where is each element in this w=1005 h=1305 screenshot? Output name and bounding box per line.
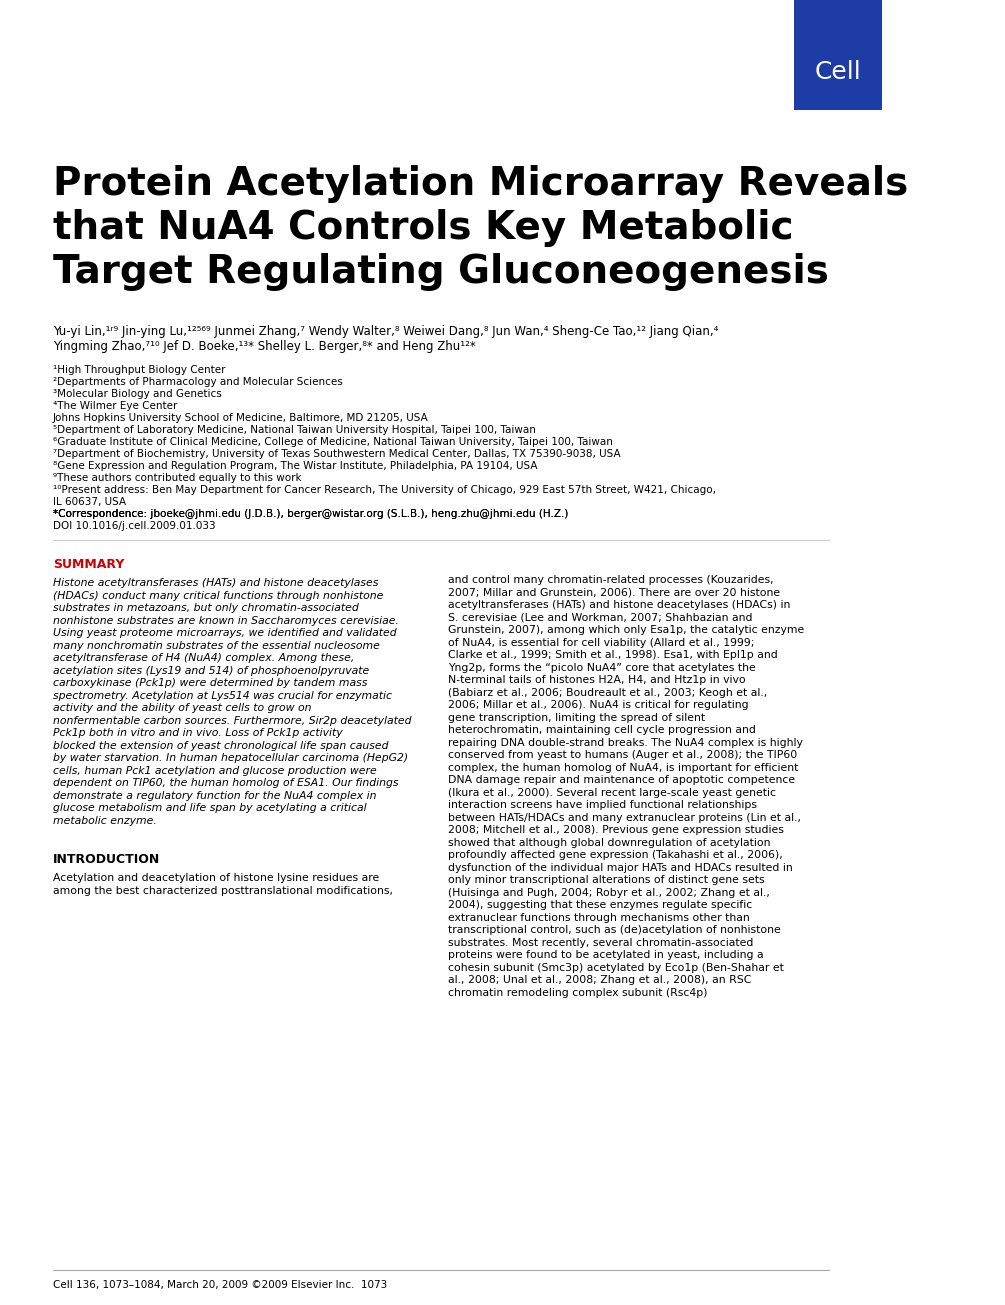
Text: INTRODUCTION: INTRODUCTION [52, 853, 160, 867]
Text: DOI 10.1016/j.cell.2009.01.033: DOI 10.1016/j.cell.2009.01.033 [52, 521, 215, 531]
Text: 2004), suggesting that these enzymes regulate specific: 2004), suggesting that these enzymes reg… [447, 900, 752, 910]
Text: ⁴The Wilmer Eye Center: ⁴The Wilmer Eye Center [52, 401, 177, 411]
Text: acetyltransferase of H4 (NuA4) complex. Among these,: acetyltransferase of H4 (NuA4) complex. … [52, 652, 354, 663]
Text: among the best characterized posttranslational modifications,: among the best characterized posttransla… [52, 886, 393, 895]
Text: chromatin remodeling complex subunit (Rsc4p): chromatin remodeling complex subunit (Rs… [447, 988, 708, 997]
Text: *Correspondence:: *Correspondence: [52, 509, 150, 519]
Text: substrates. Most recently, several chromatin-associated: substrates. Most recently, several chrom… [447, 937, 753, 947]
Text: by water starvation. In human hepatocellular carcinoma (HepG2): by water starvation. In human hepatocell… [52, 753, 408, 763]
Text: repairing DNA double-strand breaks. The NuA4 complex is highly: repairing DNA double-strand breaks. The … [447, 737, 803, 748]
Text: ⁸Gene Expression and Regulation Program, The Wistar Institute, Philadelphia, PA : ⁸Gene Expression and Regulation Program,… [52, 461, 537, 471]
Text: ¹High Throughput Biology Center: ¹High Throughput Biology Center [52, 365, 225, 375]
Text: dependent on TIP60, the human homolog of ESA1. Our findings: dependent on TIP60, the human homolog of… [52, 778, 398, 788]
Text: and control many chromatin-related processes (Kouzarides,: and control many chromatin-related proce… [447, 576, 773, 585]
Text: Cell 136, 1073–1084, March 20, 2009 ©2009 Elsevier Inc.  1073: Cell 136, 1073–1084, March 20, 2009 ©200… [52, 1280, 387, 1291]
Text: S. cerevisiae (Lee and Workman, 2007; Shahbazian and: S. cerevisiae (Lee and Workman, 2007; Sh… [447, 612, 752, 622]
Text: Grunstein, 2007), among which only Esa1p, the catalytic enzyme: Grunstein, 2007), among which only Esa1p… [447, 625, 804, 636]
Text: interaction screens have implied functional relationships: interaction screens have implied functio… [447, 800, 757, 810]
Text: nonhistone substrates are known in Saccharomyces cerevisiae.: nonhistone substrates are known in Sacch… [52, 616, 399, 625]
Text: ⁵Department of Laboratory Medicine, National Taiwan University Hospital, Taipei : ⁵Department of Laboratory Medicine, Nati… [52, 425, 536, 435]
Text: ¹⁰Present address: Ben May Department for Cancer Research, The University of Chi: ¹⁰Present address: Ben May Department fo… [52, 485, 716, 495]
Text: glucose metabolism and life span by acetylating a critical: glucose metabolism and life span by acet… [52, 803, 366, 813]
Text: demonstrate a regulatory function for the NuA4 complex in: demonstrate a regulatory function for th… [52, 791, 376, 800]
Text: proteins were found to be acetylated in yeast, including a: proteins were found to be acetylated in … [447, 950, 763, 960]
Bar [794, 0, 882, 110]
Text: Histone acetyltransferases (HATs) and histone deacetylases: Histone acetyltransferases (HATs) and hi… [52, 578, 378, 589]
Text: (Babiarz et al., 2006; Boudreault et al., 2003; Keogh et al.,: (Babiarz et al., 2006; Boudreault et al.… [447, 688, 767, 697]
Text: profoundly affected gene expression (Takahashi et al., 2006),: profoundly affected gene expression (Tak… [447, 850, 783, 860]
Text: blocked the extension of yeast chronological life span caused: blocked the extension of yeast chronolog… [52, 740, 388, 750]
Text: DNA damage repair and maintenance of apoptotic competence: DNA damage repair and maintenance of apo… [447, 775, 795, 786]
Text: Clarke et al., 1999; Smith et al., 1998). Esa1, with Epl1p and: Clarke et al., 1999; Smith et al., 1998)… [447, 650, 778, 660]
Text: only minor transcriptional alterations of distinct gene sets: only minor transcriptional alterations o… [447, 874, 764, 885]
Text: IL 60637, USA: IL 60637, USA [52, 497, 126, 508]
Text: Yng2p, forms the “picolo NuA4” core that acetylates the: Yng2p, forms the “picolo NuA4” core that… [447, 663, 756, 672]
Text: substrates in metazoans, but only chromatin-associated: substrates in metazoans, but only chroma… [52, 603, 359, 613]
Text: ⁶Graduate Institute of Clinical Medicine, College of Medicine, National Taiwan U: ⁶Graduate Institute of Clinical Medicine… [52, 437, 612, 448]
Text: (HDACs) conduct many critical functions through nonhistone: (HDACs) conduct many critical functions … [52, 590, 383, 600]
Text: heterochromatin, maintaining cell cycle progression and: heterochromatin, maintaining cell cycle … [447, 726, 756, 735]
Text: acetyltransferases (HATs) and histone deacetylases (HDACs) in: acetyltransferases (HATs) and histone de… [447, 600, 790, 609]
Text: (Ikura et al., 2000). Several recent large-scale yeast genetic: (Ikura et al., 2000). Several recent lar… [447, 787, 776, 797]
Text: metabolic enzyme.: metabolic enzyme. [52, 816, 157, 826]
Text: cohesin subunit (Smc3p) acetylated by Eco1p (Ben-Shahar et: cohesin subunit (Smc3p) acetylated by Ec… [447, 963, 784, 972]
Text: many nonchromatin substrates of the essential nucleosome: many nonchromatin substrates of the esse… [52, 641, 380, 650]
Text: spectrometry. Acetylation at Lys514 was crucial for enzymatic: spectrometry. Acetylation at Lys514 was … [52, 690, 392, 701]
Text: Using yeast proteome microarrays, we identified and validated: Using yeast proteome microarrays, we ide… [52, 628, 396, 638]
Text: extranuclear functions through mechanisms other than: extranuclear functions through mechanism… [447, 912, 750, 923]
Text: carboxykinase (Pck1p) were determined by tandem mass: carboxykinase (Pck1p) were determined by… [52, 679, 367, 688]
Text: Acetylation and deacetylation of histone lysine residues are: Acetylation and deacetylation of histone… [52, 873, 379, 883]
Text: gene transcription, limiting the spread of silent: gene transcription, limiting the spread … [447, 713, 705, 723]
Text: al., 2008; Unal et al., 2008; Zhang et al., 2008), an RSC: al., 2008; Unal et al., 2008; Zhang et a… [447, 975, 751, 985]
Text: Protein Acetylation Microarray Reveals
that NuA4 Controls Key Metabolic
Target R: Protein Acetylation Microarray Reveals t… [52, 164, 908, 291]
Text: Cell: Cell [815, 60, 861, 84]
Text: SUMMARY: SUMMARY [52, 559, 124, 572]
Text: conserved from yeast to humans (Auger et al., 2008); the TIP60: conserved from yeast to humans (Auger et… [447, 750, 797, 760]
Text: 2006; Millar et al., 2006). NuA4 is critical for regulating: 2006; Millar et al., 2006). NuA4 is crit… [447, 699, 749, 710]
Text: *Correspondence: jboeke@jhmi.edu (J.D.B.), berger@wistar.org (S.L.B.), heng.zhu@: *Correspondence: jboeke@jhmi.edu (J.D.B.… [52, 509, 568, 519]
Text: complex, the human homolog of NuA4, is important for efficient: complex, the human homolog of NuA4, is i… [447, 762, 798, 773]
Text: ⁷Department of Biochemistry, University of Texas Southwestern Medical Center, Da: ⁷Department of Biochemistry, University … [52, 449, 620, 459]
Text: ²Departments of Pharmacology and Molecular Sciences: ²Departments of Pharmacology and Molecul… [52, 377, 343, 388]
Text: 2007; Millar and Grunstein, 2006). There are over 20 histone: 2007; Millar and Grunstein, 2006). There… [447, 587, 780, 598]
Text: Yu-yi Lin,¹ʳ⁹ Jin-ying Lu,¹²⁵⁶⁹ Junmei Zhang,⁷ Wendy Walter,⁸ Weiwei Dang,⁸ Jun : Yu-yi Lin,¹ʳ⁹ Jin-ying Lu,¹²⁵⁶⁹ Junmei Z… [52, 325, 718, 338]
Text: 2008; Mitchell et al., 2008). Previous gene expression studies: 2008; Mitchell et al., 2008). Previous g… [447, 825, 784, 835]
Text: *Correspondence: jboeke@jhmi.edu (J.D.B.), berger@wistar.org (S.L.B.), heng.zhu@: *Correspondence: jboeke@jhmi.edu (J.D.B.… [52, 509, 568, 519]
Text: dysfunction of the individual major HATs and HDACs resulted in: dysfunction of the individual major HATs… [447, 863, 792, 873]
Text: Yingming Zhao,⁷¹⁰ Jef D. Boeke,¹³* Shelley L. Berger,⁸* and Heng Zhu¹²*: Yingming Zhao,⁷¹⁰ Jef D. Boeke,¹³* Shell… [52, 341, 475, 352]
Text: (Huisinga and Pugh, 2004; Robyr et al., 2002; Zhang et al.,: (Huisinga and Pugh, 2004; Robyr et al., … [447, 887, 770, 898]
Text: activity and the ability of yeast cells to grow on: activity and the ability of yeast cells … [52, 703, 312, 713]
Text: transcriptional control, such as (de)acetylation of nonhistone: transcriptional control, such as (de)ace… [447, 925, 781, 934]
Text: ³Molecular Biology and Genetics: ³Molecular Biology and Genetics [52, 389, 221, 399]
Text: ⁹These authors contributed equally to this work: ⁹These authors contributed equally to th… [52, 472, 302, 483]
Text: Pck1p both in vitro and in vivo. Loss of Pck1p activity: Pck1p both in vitro and in vivo. Loss of… [52, 728, 343, 739]
Text: nonfermentable carbon sources. Furthermore, Sir2p deacetylated: nonfermentable carbon sources. Furthermo… [52, 715, 411, 726]
Text: of NuA4, is essential for cell viability (Allard et al., 1999;: of NuA4, is essential for cell viability… [447, 638, 754, 647]
Text: cells, human Pck1 acetylation and glucose production were: cells, human Pck1 acetylation and glucos… [52, 766, 377, 775]
Text: N-terminal tails of histones H2A, H4, and Htz1p in vivo: N-terminal tails of histones H2A, H4, an… [447, 675, 746, 685]
Text: Johns Hopkins University School of Medicine, Baltimore, MD 21205, USA: Johns Hopkins University School of Medic… [52, 412, 428, 423]
Text: between HATs/HDACs and many extranuclear proteins (Lin et al.,: between HATs/HDACs and many extranuclear… [447, 813, 801, 822]
Text: acetylation sites (Lys19 and 514) of phosphoenolpyruvate: acetylation sites (Lys19 and 514) of pho… [52, 666, 369, 676]
Text: showed that although global downregulation of acetylation: showed that although global downregulati… [447, 838, 770, 847]
